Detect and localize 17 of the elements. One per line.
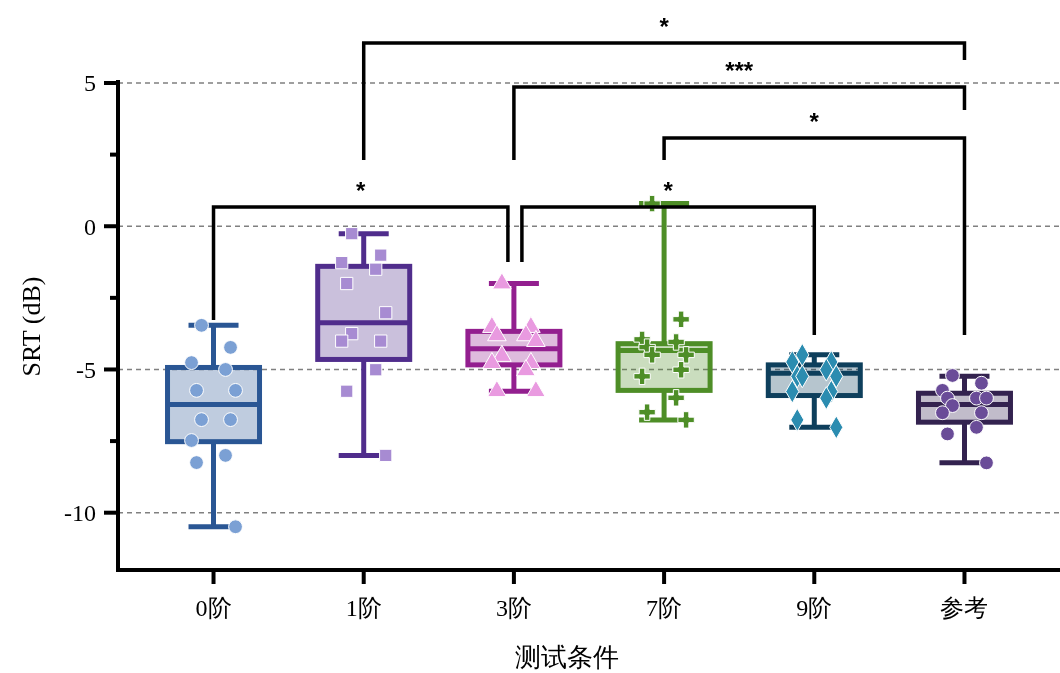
y-tick-label: 0 [84,213,96,240]
y-axis-title: SRT (dB) [17,276,46,377]
y-tick-label: -10 [64,500,96,527]
y-tick-label: -5 [76,356,96,383]
text: * [659,13,670,40]
annotation: * [663,177,674,204]
annotation: *** [725,57,754,84]
annotation: * [356,177,367,204]
x-tick-label: 1阶 [345,595,382,621]
x-tick-label: 9阶 [796,595,833,621]
annotation: * [809,108,820,135]
x-tick-label: 7阶 [646,595,683,621]
x-tick-label: 0阶 [195,595,232,621]
x-tick-label: 3阶 [495,595,532,621]
y-tick-label: 5 [84,70,96,97]
x-axis-title: 测试条件 [515,643,619,672]
x-tick-label: 参考 [940,595,989,621]
